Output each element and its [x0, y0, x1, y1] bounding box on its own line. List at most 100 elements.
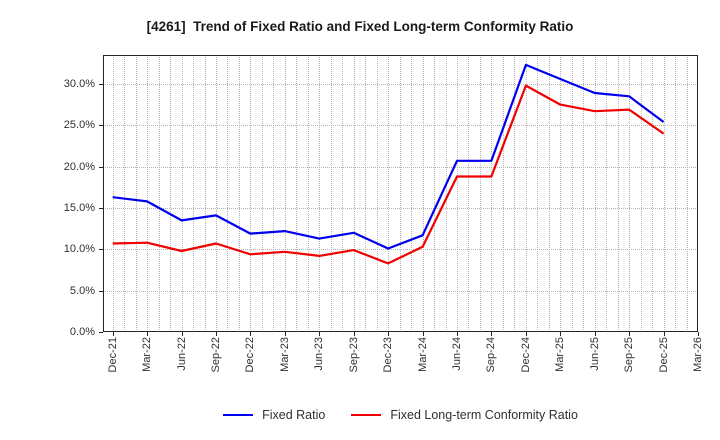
- y-tick-label: 25.0%: [63, 119, 95, 132]
- vertical-gridline: [353, 55, 355, 332]
- y-tick-label: 10.0%: [63, 243, 95, 256]
- vertical-gridline: [594, 55, 596, 332]
- x-tick-label-text: Mar-25: [554, 337, 567, 372]
- y-tick-label: 20.0%: [63, 160, 95, 173]
- vertical-gridline: [227, 55, 229, 332]
- series-lines: [112, 63, 665, 265]
- vertical-gridline: [193, 55, 195, 332]
- vertical-gridline: [663, 55, 665, 332]
- legend-label: Fixed Ratio: [262, 408, 326, 422]
- x-tick-mark: [112, 332, 114, 336]
- vertical-gridline: [261, 55, 263, 332]
- legend-item-0: Fixed Ratio: [223, 408, 325, 422]
- vertical-gridline: [124, 55, 126, 332]
- vertical-gridline: [479, 55, 481, 332]
- series-line-1: [112, 84, 665, 265]
- vertical-gridline: [411, 55, 413, 332]
- legend-label: Fixed Long-term Conformity Ratio: [390, 408, 578, 422]
- x-tick-label-text: Mar-24: [416, 337, 429, 372]
- legend-line-sample: [351, 414, 382, 416]
- x-tick-mark: [698, 332, 699, 336]
- vertical-gridline: [456, 55, 458, 332]
- vertical-gridline: [560, 55, 562, 332]
- y-tick-mark: [99, 83, 103, 85]
- vertical-gridline: [330, 55, 332, 332]
- x-tick-label-text: Jun-24: [450, 337, 463, 371]
- y-tick-mark: [99, 207, 103, 209]
- x-tick-label-text: Dec-24: [519, 337, 532, 373]
- horizontal-gridline: [103, 166, 698, 168]
- vertical-gridline: [112, 55, 114, 332]
- x-tick-label-text: Jun-25: [588, 337, 601, 371]
- x-tick-mark: [353, 332, 355, 336]
- y-tick-mark: [99, 332, 103, 333]
- x-tick-mark: [663, 332, 665, 336]
- vertical-gridline: [434, 55, 436, 332]
- vertical-gridline: [307, 55, 309, 332]
- vertical-gridline: [606, 55, 608, 332]
- vertical-gridline: [617, 55, 619, 332]
- x-tick-mark: [181, 332, 183, 336]
- vertical-gridline: [445, 55, 447, 332]
- x-tick-label-text: Dec-22: [244, 337, 257, 373]
- x-tick-mark: [388, 332, 390, 336]
- vertical-gridline: [296, 55, 298, 332]
- vertical-gridline: [147, 55, 149, 332]
- y-tick-label: 0.0%: [69, 326, 95, 338]
- y-tick-mark: [99, 125, 103, 127]
- y-tick-mark: [99, 290, 103, 292]
- x-tick-label-text: Dec-21: [106, 337, 119, 373]
- y-tick-label: 30.0%: [63, 77, 95, 90]
- vertical-gridline: [675, 55, 677, 332]
- x-tick-mark: [594, 332, 596, 336]
- vertical-gridline: [399, 55, 401, 332]
- series-line-0: [112, 63, 665, 250]
- vertical-gridline: [571, 55, 573, 332]
- legend-item-1: Fixed Long-term Conformity Ratio: [351, 408, 578, 422]
- horizontal-gridline: [103, 249, 698, 251]
- vertical-gridline: [468, 55, 470, 332]
- x-tick-label: Mar-26: [670, 337, 720, 397]
- x-tick-label-text: Mar-23: [278, 337, 291, 372]
- vertical-gridline: [204, 55, 206, 332]
- x-tick-label-text: Jun-22: [175, 337, 188, 371]
- y-tick-mark: [99, 166, 103, 168]
- vertical-gridline: [273, 55, 275, 332]
- x-tick-mark: [319, 332, 321, 336]
- y-tick-label: 5.0%: [69, 284, 95, 297]
- y-tick-mark: [99, 249, 103, 251]
- vertical-gridline: [502, 55, 504, 332]
- x-tick-mark: [629, 332, 631, 336]
- horizontal-gridline: [103, 125, 698, 127]
- vertical-gridline: [250, 55, 252, 332]
- x-tick-mark: [284, 332, 286, 336]
- horizontal-gridline: [103, 290, 698, 292]
- vertical-gridline: [652, 55, 654, 332]
- x-tick-mark: [215, 332, 217, 336]
- vertical-gridline: [422, 55, 424, 332]
- vertical-gridline: [158, 55, 160, 332]
- y-tick-label: 15.0%: [63, 201, 95, 214]
- x-tick-label-text: Mar-22: [141, 337, 154, 372]
- x-tick-mark: [491, 332, 493, 336]
- vertical-gridline: [491, 55, 493, 332]
- x-tick-label-text: Dec-25: [657, 337, 670, 373]
- x-tick-mark: [147, 332, 149, 336]
- vertical-gridline: [215, 55, 217, 332]
- x-tick-mark: [525, 332, 527, 336]
- vertical-gridline: [548, 55, 550, 332]
- legend: Fixed Ratio Fixed Long-term Conformity Ra…: [103, 403, 698, 427]
- x-tick-label-text: Sep-23: [347, 337, 360, 373]
- horizontal-gridline: [103, 83, 698, 85]
- vertical-gridline: [686, 55, 688, 332]
- vertical-gridline: [284, 55, 286, 332]
- x-tick-label-text: Sep-22: [209, 337, 222, 373]
- vertical-gridline: [583, 55, 585, 332]
- legend-line-sample: [223, 414, 254, 416]
- plot-area: [103, 55, 698, 332]
- vertical-gridline: [537, 55, 539, 332]
- x-tick-label-text: Dec-23: [382, 337, 395, 373]
- x-tick-mark: [250, 332, 252, 336]
- x-tick-label-text: Sep-24: [485, 337, 498, 373]
